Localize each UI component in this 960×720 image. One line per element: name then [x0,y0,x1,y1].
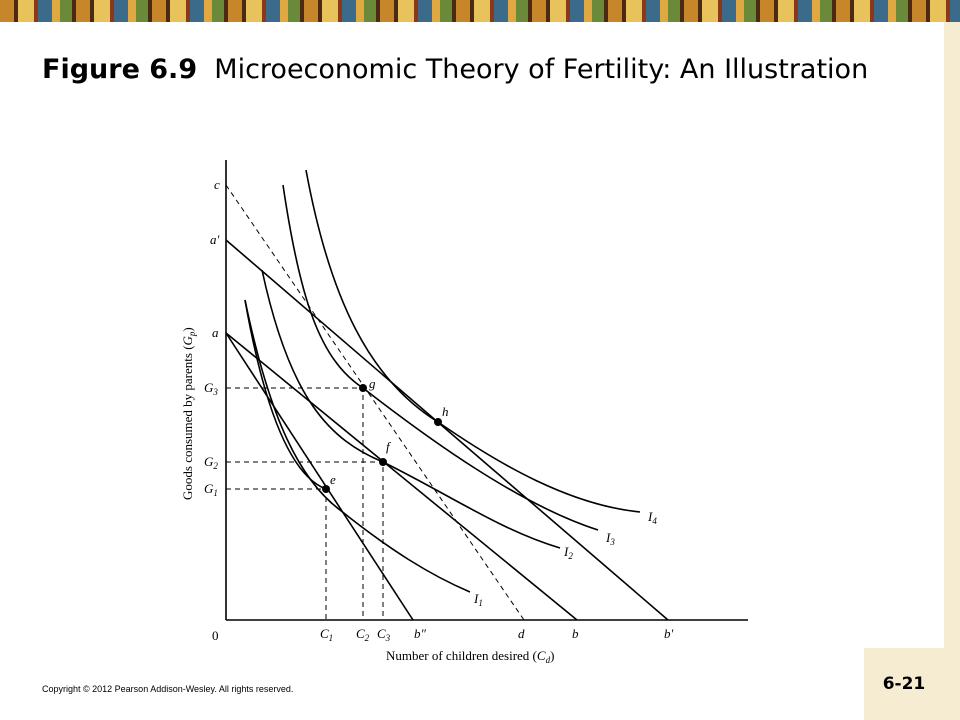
x-axis-label: Number of children desired (Cd) [386,648,554,665]
page-number: 6-21 [864,648,944,720]
label: C3 [377,626,391,643]
label: b′ [664,626,674,641]
slide-title: Figure 6.9 Microeconomic Theory of Ferti… [42,52,902,88]
origin: 0 [212,628,219,643]
label: e [330,472,336,487]
label: d [518,626,525,641]
label: I4 [647,509,657,526]
copyright: Copyright © 2012 Pearson Addison-Wesley.… [42,684,294,694]
points [322,384,442,493]
decorative-band [0,0,960,22]
page-number-text: 6-21 [882,674,926,694]
side-panel [944,22,960,720]
figure-number: Figure 6.9 [42,54,198,85]
y-axis-label: Goods consumed by parents (Gp) [180,327,197,500]
label: G2 [204,454,218,471]
label: a′ [210,232,220,247]
label: C2 [356,626,370,643]
title-text: Microeconomic Theory of Fertility: An Il… [214,54,869,85]
label: I1 [473,591,483,608]
label: a [212,325,219,340]
label: G3 [204,380,218,397]
label: c [214,177,220,192]
label: f [386,439,392,454]
label: g [369,376,376,391]
label: b [572,626,579,641]
budget-lines [225,239,669,621]
label: G1 [204,481,218,498]
label: I3 [605,530,615,547]
indifference-curves [244,169,641,593]
label: h [442,404,449,419]
label: I2 [563,544,573,561]
label: b″ [414,626,427,641]
label: C1 [320,626,333,643]
